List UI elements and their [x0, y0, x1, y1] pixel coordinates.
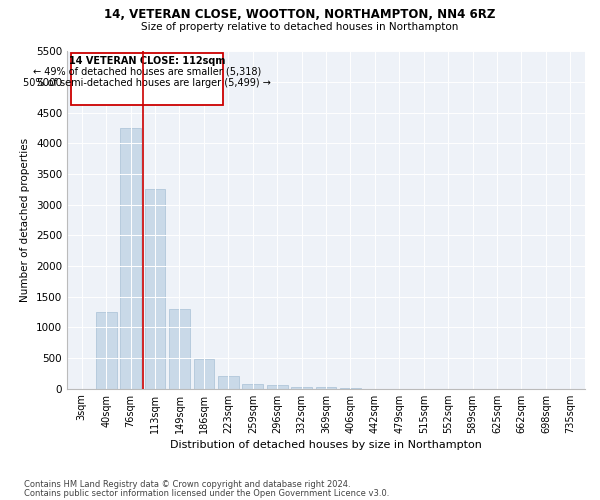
Bar — [120, 128, 141, 388]
FancyBboxPatch shape — [71, 52, 223, 106]
Bar — [291, 387, 312, 388]
Text: ← 49% of detached houses are smaller (5,318): ← 49% of detached houses are smaller (5,… — [33, 67, 261, 77]
Text: Size of property relative to detached houses in Northampton: Size of property relative to detached ho… — [142, 22, 458, 32]
Text: 14, VETERAN CLOSE, WOOTTON, NORTHAMPTON, NN4 6RZ: 14, VETERAN CLOSE, WOOTTON, NORTHAMPTON,… — [104, 8, 496, 20]
Bar — [218, 376, 239, 388]
Bar — [145, 190, 166, 388]
X-axis label: Distribution of detached houses by size in Northampton: Distribution of detached houses by size … — [170, 440, 482, 450]
Text: Contains HM Land Registry data © Crown copyright and database right 2024.: Contains HM Land Registry data © Crown c… — [24, 480, 350, 489]
Text: 14 VETERAN CLOSE: 112sqm: 14 VETERAN CLOSE: 112sqm — [69, 56, 225, 66]
Bar — [169, 309, 190, 388]
Bar — [242, 384, 263, 388]
Text: 50% of semi-detached houses are larger (5,499) →: 50% of semi-detached houses are larger (… — [23, 78, 271, 88]
Bar — [194, 360, 214, 388]
Bar — [96, 312, 116, 388]
Text: Contains public sector information licensed under the Open Government Licence v3: Contains public sector information licen… — [24, 490, 389, 498]
Y-axis label: Number of detached properties: Number of detached properties — [20, 138, 31, 302]
Bar — [267, 386, 287, 388]
